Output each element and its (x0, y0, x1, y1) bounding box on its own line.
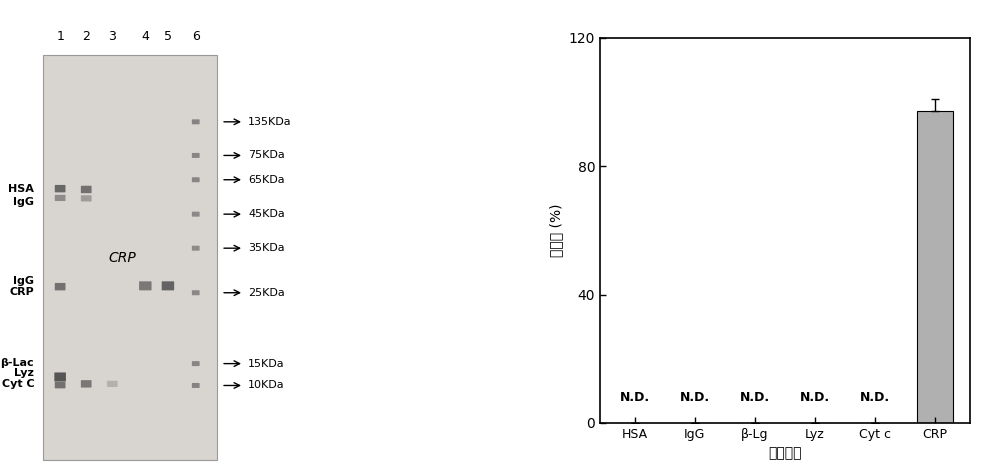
Text: N.D.: N.D. (740, 391, 770, 404)
Text: 35KDa: 35KDa (248, 243, 285, 253)
FancyBboxPatch shape (54, 372, 66, 382)
Text: 135KDa: 135KDa (248, 117, 292, 127)
Bar (917, 111, 953, 423)
FancyBboxPatch shape (81, 186, 92, 193)
FancyBboxPatch shape (192, 246, 200, 251)
Text: N.D.: N.D. (680, 391, 710, 404)
FancyBboxPatch shape (55, 382, 65, 388)
FancyBboxPatch shape (55, 283, 65, 290)
FancyBboxPatch shape (192, 383, 200, 388)
Text: N.D.: N.D. (860, 391, 890, 404)
Text: Lyz: Lyz (14, 368, 34, 378)
Text: β-Lac: β-Lac (1, 358, 34, 368)
Text: 5: 5 (164, 30, 172, 43)
Text: HSA: HSA (8, 184, 34, 194)
Y-axis label: 回收率 (%): 回收率 (%) (549, 204, 563, 257)
Text: 10KDa: 10KDa (248, 381, 285, 391)
Text: 2: 2 (82, 30, 90, 43)
FancyBboxPatch shape (107, 381, 118, 387)
Text: 15KDa: 15KDa (248, 359, 285, 368)
Text: N.D.: N.D. (800, 391, 830, 404)
Text: 6: 6 (192, 30, 200, 43)
FancyBboxPatch shape (162, 282, 174, 290)
FancyBboxPatch shape (55, 185, 65, 192)
FancyBboxPatch shape (81, 380, 92, 388)
FancyBboxPatch shape (192, 212, 200, 217)
FancyBboxPatch shape (55, 195, 65, 201)
Text: Cyt C: Cyt C (2, 379, 34, 389)
Text: 45KDa: 45KDa (248, 209, 285, 219)
FancyBboxPatch shape (81, 195, 92, 202)
Text: CRP: CRP (108, 251, 136, 265)
FancyBboxPatch shape (192, 177, 200, 182)
Text: 75KDa: 75KDa (248, 150, 285, 160)
FancyBboxPatch shape (192, 119, 200, 125)
Text: CRP: CRP (9, 287, 34, 297)
Text: 1: 1 (56, 30, 64, 43)
FancyBboxPatch shape (192, 290, 200, 295)
FancyBboxPatch shape (192, 153, 200, 158)
FancyBboxPatch shape (139, 282, 152, 290)
Text: 4: 4 (141, 30, 149, 43)
Text: 3: 3 (108, 30, 116, 43)
Text: 65KDa: 65KDa (248, 175, 285, 185)
Text: IgG: IgG (13, 196, 34, 207)
Text: 25KDa: 25KDa (248, 288, 285, 298)
Text: N.D.: N.D. (620, 391, 650, 404)
FancyBboxPatch shape (192, 361, 200, 366)
Text: IgG: IgG (13, 276, 34, 286)
Bar (43, 55, 217, 460)
X-axis label: 蛋白种类: 蛋白种类 (768, 446, 802, 461)
